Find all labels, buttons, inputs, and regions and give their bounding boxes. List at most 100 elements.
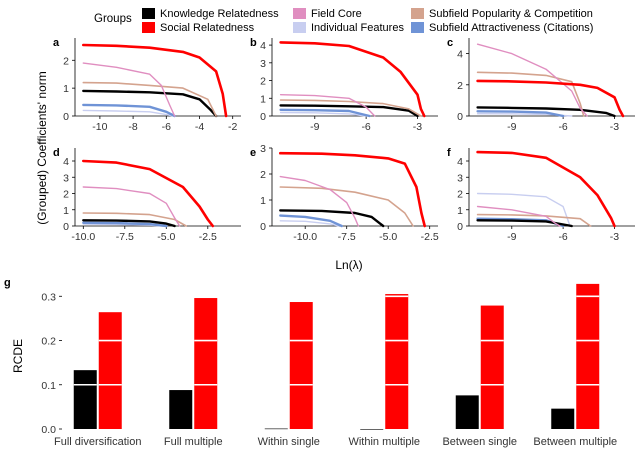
legend-swatch	[293, 8, 306, 19]
y-tick-label: 0.0	[41, 424, 56, 436]
panel-a: a 0 1 2 -10 -8 -6 -4 -2	[53, 37, 241, 133]
legend: Groups Knowledge Relatedness Social Rela…	[94, 8, 593, 34]
panel-c: c 0 2 4 -9 -6 -3	[447, 37, 635, 133]
bar-social-relatedness	[98, 312, 122, 429]
panel-d: d 0 1 2 3 4 -10.0 -7.5 -5.0 -2.5	[53, 147, 241, 243]
x-tick-label: -4	[195, 121, 204, 133]
y-tick-label: 2	[63, 189, 69, 201]
y-tick-label: 2	[457, 80, 463, 92]
line-subfield-attractiveness-citations	[82, 221, 168, 228]
y-tick-label: 1	[260, 93, 266, 105]
y-tick-label: 1	[260, 195, 266, 207]
legend-label: Social Relatedness	[160, 22, 255, 34]
line-subfield-popularity-competition	[82, 81, 217, 117]
legend-title: Groups	[94, 13, 132, 25]
x-tick-label: Between multiple	[533, 436, 617, 448]
x-tick-label: -6	[162, 121, 171, 133]
bar-knowledge-relatedness	[264, 428, 288, 430]
y-tick-label: 2	[63, 55, 69, 67]
line-knowledge-relatedness	[476, 106, 616, 118]
x-tick-label: -3	[413, 121, 422, 133]
line-subfield-popularity-competition	[82, 212, 187, 227]
line-social-relatedness	[476, 150, 616, 228]
y-tick-label: 2	[457, 189, 463, 201]
x-tick-label: -2.5	[199, 231, 217, 243]
legend-label: Individual Features	[311, 22, 404, 34]
y-tick-label: 2	[260, 76, 266, 88]
line-knowledge-relatedness	[82, 219, 176, 228]
legend-item-individual-features: Individual Features	[293, 22, 404, 34]
legend-swatch	[411, 22, 424, 33]
x-tick-label: Within single	[258, 436, 320, 448]
bar-knowledge-relatedness	[73, 370, 97, 429]
y-axis-label: RCDE	[11, 339, 25, 373]
panel-label: a	[53, 37, 60, 49]
line-field-core	[82, 62, 176, 117]
y-tick-label: 3	[260, 58, 266, 70]
line-social-relatedness	[82, 159, 215, 228]
y-tick-label: 0	[63, 111, 69, 123]
x-tick-label: -6	[558, 121, 567, 133]
line-individual-features	[279, 220, 340, 227]
legend-swatch	[142, 8, 155, 19]
y-tick-label: 3	[63, 172, 69, 184]
x-tick-label: Within multiple	[348, 436, 420, 448]
panel-g: g 0.0 0.1 0.2 0.3 RCDE Full diversification Ful…	[4, 277, 617, 448]
y-tick-label: 0	[63, 221, 69, 233]
y-tick-label: 1	[457, 205, 463, 217]
panel-b: b 0 1 2 3 4 -9 -6 -3	[250, 37, 438, 133]
panel-label: c	[447, 37, 453, 49]
x-tick-label: -9	[507, 231, 516, 243]
legend-label: Subfield Popularity & Competition	[429, 8, 593, 20]
legend-swatch	[142, 22, 155, 33]
x-tick-label: -7.5	[116, 231, 134, 243]
legend-item-social-relatedness: Social Relatedness	[142, 22, 255, 34]
x-tick-label: -9	[310, 121, 319, 133]
panel-label: e	[250, 147, 256, 159]
bar-social-relatedness	[480, 305, 504, 429]
line-individual-features	[476, 192, 571, 227]
line-subfield-attractiveness-citations	[476, 110, 565, 118]
line-knowledge-relatedness	[82, 89, 218, 118]
panel-label: g	[4, 277, 11, 289]
bar-social-relatedness	[385, 294, 409, 429]
y-tick-label: 1	[63, 83, 69, 95]
y-tick-label: 0.3	[41, 291, 56, 303]
y-tick-label: 0	[457, 111, 463, 123]
y-tick-label: 3	[457, 172, 463, 184]
line-subfield-attractiveness-citations	[279, 108, 371, 118]
x-tick-label: -6	[558, 231, 567, 243]
line-social-relatedness	[82, 43, 228, 118]
panel-label: f	[447, 147, 451, 159]
y-tick-label: 4	[457, 156, 463, 168]
legend-label: Knowledge Relatedness	[160, 8, 279, 20]
x-tick-label: -6	[361, 121, 370, 133]
line-subfield-attractiveness-citations	[279, 214, 343, 228]
y-tick-label: 3	[260, 143, 266, 155]
x-tick-label: Full diversification	[54, 436, 141, 448]
shared-y-axis-label: (Grouped) Coefficients' norm	[35, 71, 49, 224]
line-field-core	[476, 205, 561, 227]
line-field-core	[476, 43, 588, 117]
y-tick-label: 0	[457, 221, 463, 233]
plot-area: a 0 1 2 -10 -8 -6 -4 -2 b 0 1 2 3 4 -9 -6 -3 c 0 2 4 -9 -6 -3 d 0 1…	[4, 37, 635, 448]
y-tick-label: 1	[63, 205, 69, 217]
x-tick-label: -10.0	[293, 231, 317, 243]
line-subfield-popularity-competition	[279, 186, 414, 227]
line-social-relatedness	[278, 151, 427, 228]
bar-social-relatedness	[576, 283, 600, 429]
line-subfield-popularity-competition	[279, 99, 422, 117]
line-knowledge-relatedness	[476, 219, 573, 228]
y-tick-label: 0.2	[41, 336, 56, 348]
legend-item-subfield-attractiveness: Subfield Attractiveness (Citations)	[411, 22, 593, 34]
legend-item-knowledge-relatedness: Knowledge Relatedness	[142, 8, 279, 20]
line-field-core	[279, 175, 359, 227]
panel-f: f 0 1 2 3 4 -9 -6 -3	[447, 147, 635, 243]
x-tick-label: -7.5	[338, 231, 356, 243]
x-tick-label: Between single	[442, 436, 517, 448]
line-individual-features	[279, 111, 367, 117]
line-field-core	[82, 186, 181, 227]
line-subfield-attractiveness-citations	[82, 103, 176, 118]
bar-knowledge-relatedness	[551, 408, 575, 429]
